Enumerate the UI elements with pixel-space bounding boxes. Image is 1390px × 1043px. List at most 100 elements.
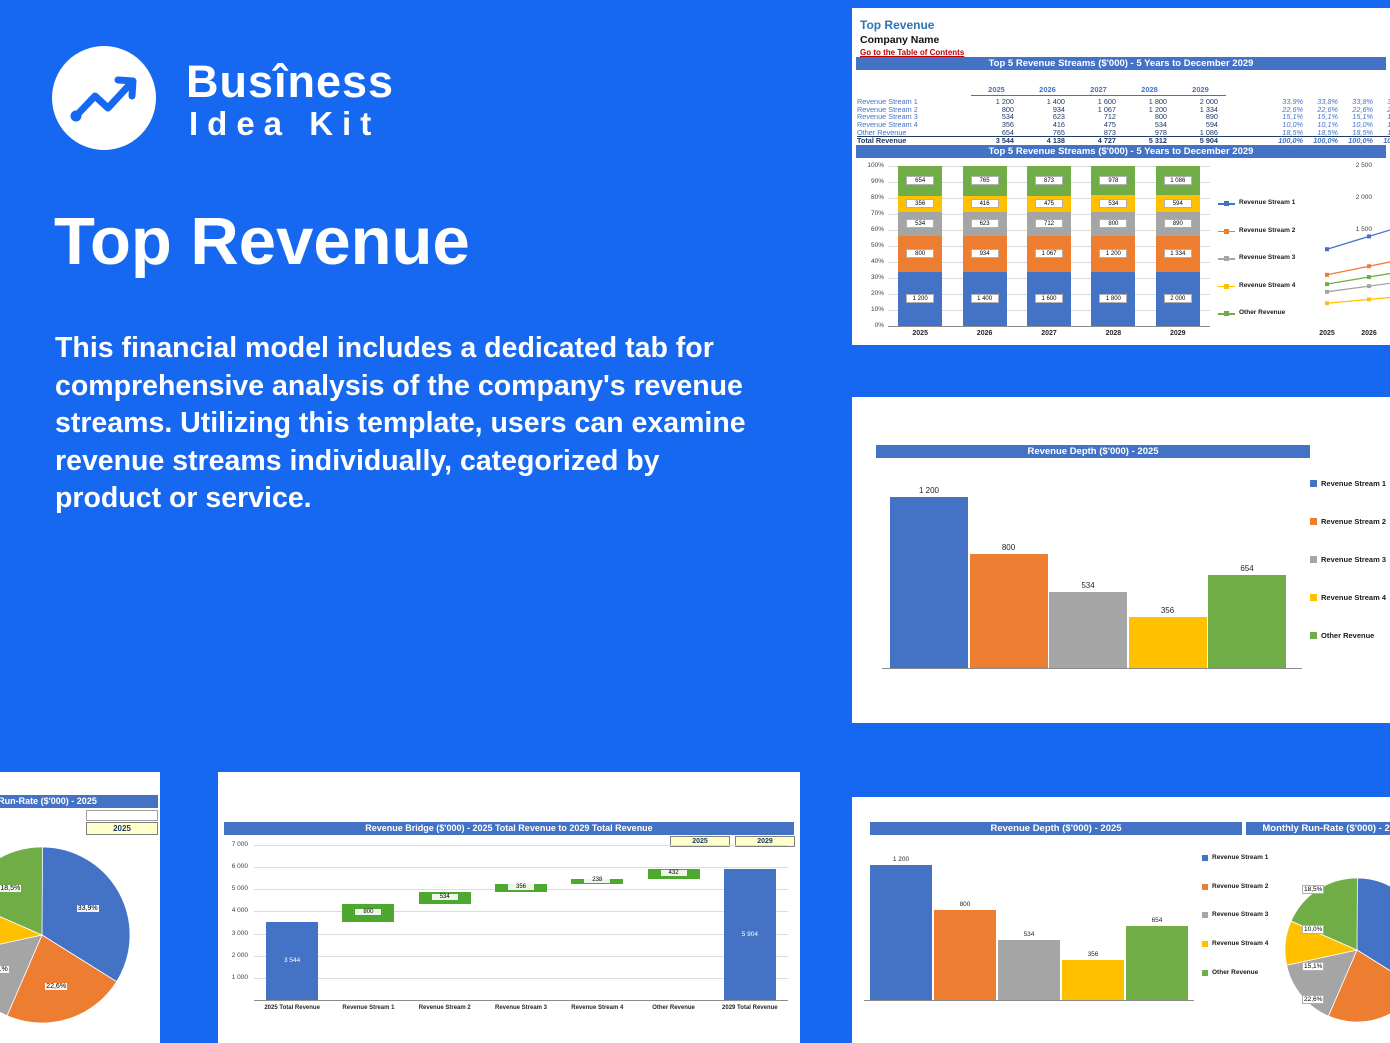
- bridge-year-from-selector[interactable]: 2025: [670, 836, 730, 847]
- pie-slice-label: 33,9%: [76, 904, 99, 912]
- y-axis-label: 40%: [870, 258, 884, 265]
- revenue-streams-table: 2025 2026 2027 2028 2029 Revenue Stream 1 1 20…: [852, 84, 1390, 150]
- page-title: Top Revenue: [54, 204, 470, 279]
- bar: [969, 554, 1048, 668]
- y-axis-label: 0%: [874, 322, 884, 329]
- x-axis-label: 2028: [1105, 330, 1122, 337]
- line-series: [1326, 261, 1390, 276]
- gridline: [254, 933, 788, 935]
- legend-square-marker: [1202, 912, 1208, 919]
- bar-value-label: 238: [584, 877, 611, 884]
- bar: [1126, 926, 1188, 1000]
- y-axis-label: 10%: [870, 306, 884, 313]
- table-value-cell: 2 000: [1199, 97, 1218, 106]
- bar-value-label: 475: [1035, 199, 1063, 209]
- table-value-cell: 1 400: [1046, 97, 1065, 106]
- bar-value-label: 800: [1099, 219, 1128, 229]
- revenue-chart-legend: Revenue Stream 1 Revenue Stream 2 Revenue …: [1218, 154, 1308, 345]
- legend-square-marker: [1224, 311, 1229, 316]
- table-value-cell: 5 904: [1199, 135, 1218, 145]
- table-year-header: 2028: [1141, 85, 1158, 94]
- line-series: [1326, 272, 1390, 285]
- table-pct-cell: 15,1%: [1352, 112, 1373, 122]
- year-selector-cell[interactable]: [86, 810, 158, 821]
- table-row-label: Other Revenue: [857, 127, 907, 137]
- year-selector[interactable]: 2025: [86, 822, 158, 835]
- pie-slice-label: 10,0%: [1302, 925, 1325, 934]
- line-series: [1326, 296, 1390, 304]
- legend-item: Other Revenue: [1218, 308, 1308, 320]
- pie-chart-svg: [0, 846, 131, 1024]
- bar-value-label: 1 600: [1035, 294, 1063, 304]
- waterfall-bar: [723, 869, 776, 1000]
- stacked-revenue-chart: 100% 90% 80% 70% 60% 50% 40% 30% 20% 10% 0% 1 200 80…: [852, 154, 1282, 345]
- chart-title-bar: Top 5 Revenue Streams ($'000) - 5 Years …: [856, 145, 1386, 158]
- table-year-header: 2025: [988, 85, 1005, 94]
- table-header-rule: [971, 95, 1226, 96]
- bar: [1062, 959, 1124, 1000]
- table-year-header: 2029: [1192, 85, 1209, 94]
- gridline: [254, 845, 788, 846]
- legend-label: Revenue Stream 1: [1321, 479, 1387, 488]
- bar-value-label: 432: [660, 870, 687, 877]
- x-axis-label: Revenue Stream 4: [571, 1005, 624, 1011]
- table-pct-cell: 18,5%: [1352, 127, 1373, 137]
- y-axis-label: 90%: [870, 178, 884, 185]
- runrate-small-title-bar: Monthly Run-Rate ($'000) - 2025: [1246, 822, 1390, 835]
- bridge-title-bar: Revenue Bridge ($'000) - 2025 Total Reve…: [224, 822, 794, 835]
- bar-value-label: 934: [970, 249, 999, 259]
- legend-square-marker: [1202, 883, 1208, 890]
- table-pct-cell: 15,1%: [1282, 112, 1303, 122]
- bar-value-label: 890: [1163, 219, 1192, 229]
- gridline: [254, 867, 788, 869]
- x-axis-label: 2025: [1319, 330, 1335, 337]
- bar-value-label: 800: [906, 249, 935, 259]
- legend-label: Revenue Stream 3: [1321, 555, 1387, 564]
- bridge-year-to-selector[interactable]: 2029: [735, 836, 795, 847]
- table-value-cell: 654: [1001, 127, 1014, 137]
- bar-value-label: 1 067: [1035, 249, 1063, 259]
- legend-label: Other Revenue: [1239, 309, 1286, 316]
- bar-value-label: 356: [906, 199, 935, 209]
- table-pct-cell: 33,9%: [1375, 98, 1390, 106]
- y-axis-label: 6 000: [231, 863, 248, 871]
- brand-name-line2: Idea Kit: [189, 105, 381, 142]
- table-value-cell: 765: [1052, 127, 1065, 137]
- table-row-label: Revenue Stream 1: [857, 97, 918, 106]
- legend-label: Revenue Stream 2: [1212, 882, 1269, 890]
- legend-label: Revenue Stream 1: [1212, 854, 1269, 861]
- bar-value-label: 594: [1163, 198, 1192, 208]
- pie-slice: [41, 846, 131, 983]
- page-description: This financial model includes a dedicate…: [55, 332, 746, 514]
- legend-item: Revenue Stream 4: [1218, 281, 1308, 293]
- revenue-depth-chart-small: 1 200 800 534 356 654: [852, 842, 1390, 1042]
- table-value-cell: 1 086: [1199, 127, 1218, 137]
- table-of-contents-link[interactable]: Go to the Table of Contents: [860, 48, 965, 57]
- table-value-cell: 623: [1052, 112, 1065, 122]
- legend-item: Revenue Stream 3: [1218, 253, 1308, 265]
- bar: [1049, 591, 1127, 668]
- legend-label: Revenue Stream 1: [1239, 199, 1296, 206]
- gridline: [254, 911, 788, 913]
- legend-square-marker: [1224, 283, 1229, 289]
- bar-value-label: 765: [970, 176, 999, 186]
- table-value-cell: 1 067: [1097, 104, 1116, 114]
- pie-chart-svg: [1284, 877, 1390, 1023]
- bar-value-label: 800: [1001, 543, 1016, 552]
- legend-label: Revenue Stream 3: [1212, 911, 1269, 919]
- table-pct-cell: 22,6%: [1317, 104, 1338, 114]
- legend-square-marker: [1224, 201, 1229, 206]
- legend-item: Revenue Stream 1: [1218, 198, 1308, 210]
- table-year-header: 2027: [1090, 85, 1107, 94]
- legend-label: Revenue Stream 4: [1321, 593, 1387, 602]
- panel-revenue-bridge: Revenue Bridge ($'000) - 2025 Total Reve…: [218, 772, 800, 1043]
- pie-slice-label: 15,1%: [0, 965, 9, 973]
- line-marker: [1367, 284, 1371, 289]
- line-marker: [1325, 272, 1329, 277]
- table-row-label: Revenue Stream 2: [857, 104, 918, 114]
- pie-slice-label: 18,5%: [0, 885, 22, 893]
- bar-value-label: 800: [355, 908, 382, 915]
- table-row-label: Total Revenue: [857, 135, 907, 145]
- revenue-bridge-chart: 1 000 2 000 3 000 4 000 5 000 6 000 7 000 3 544…: [218, 841, 800, 1042]
- bar: [1208, 574, 1286, 668]
